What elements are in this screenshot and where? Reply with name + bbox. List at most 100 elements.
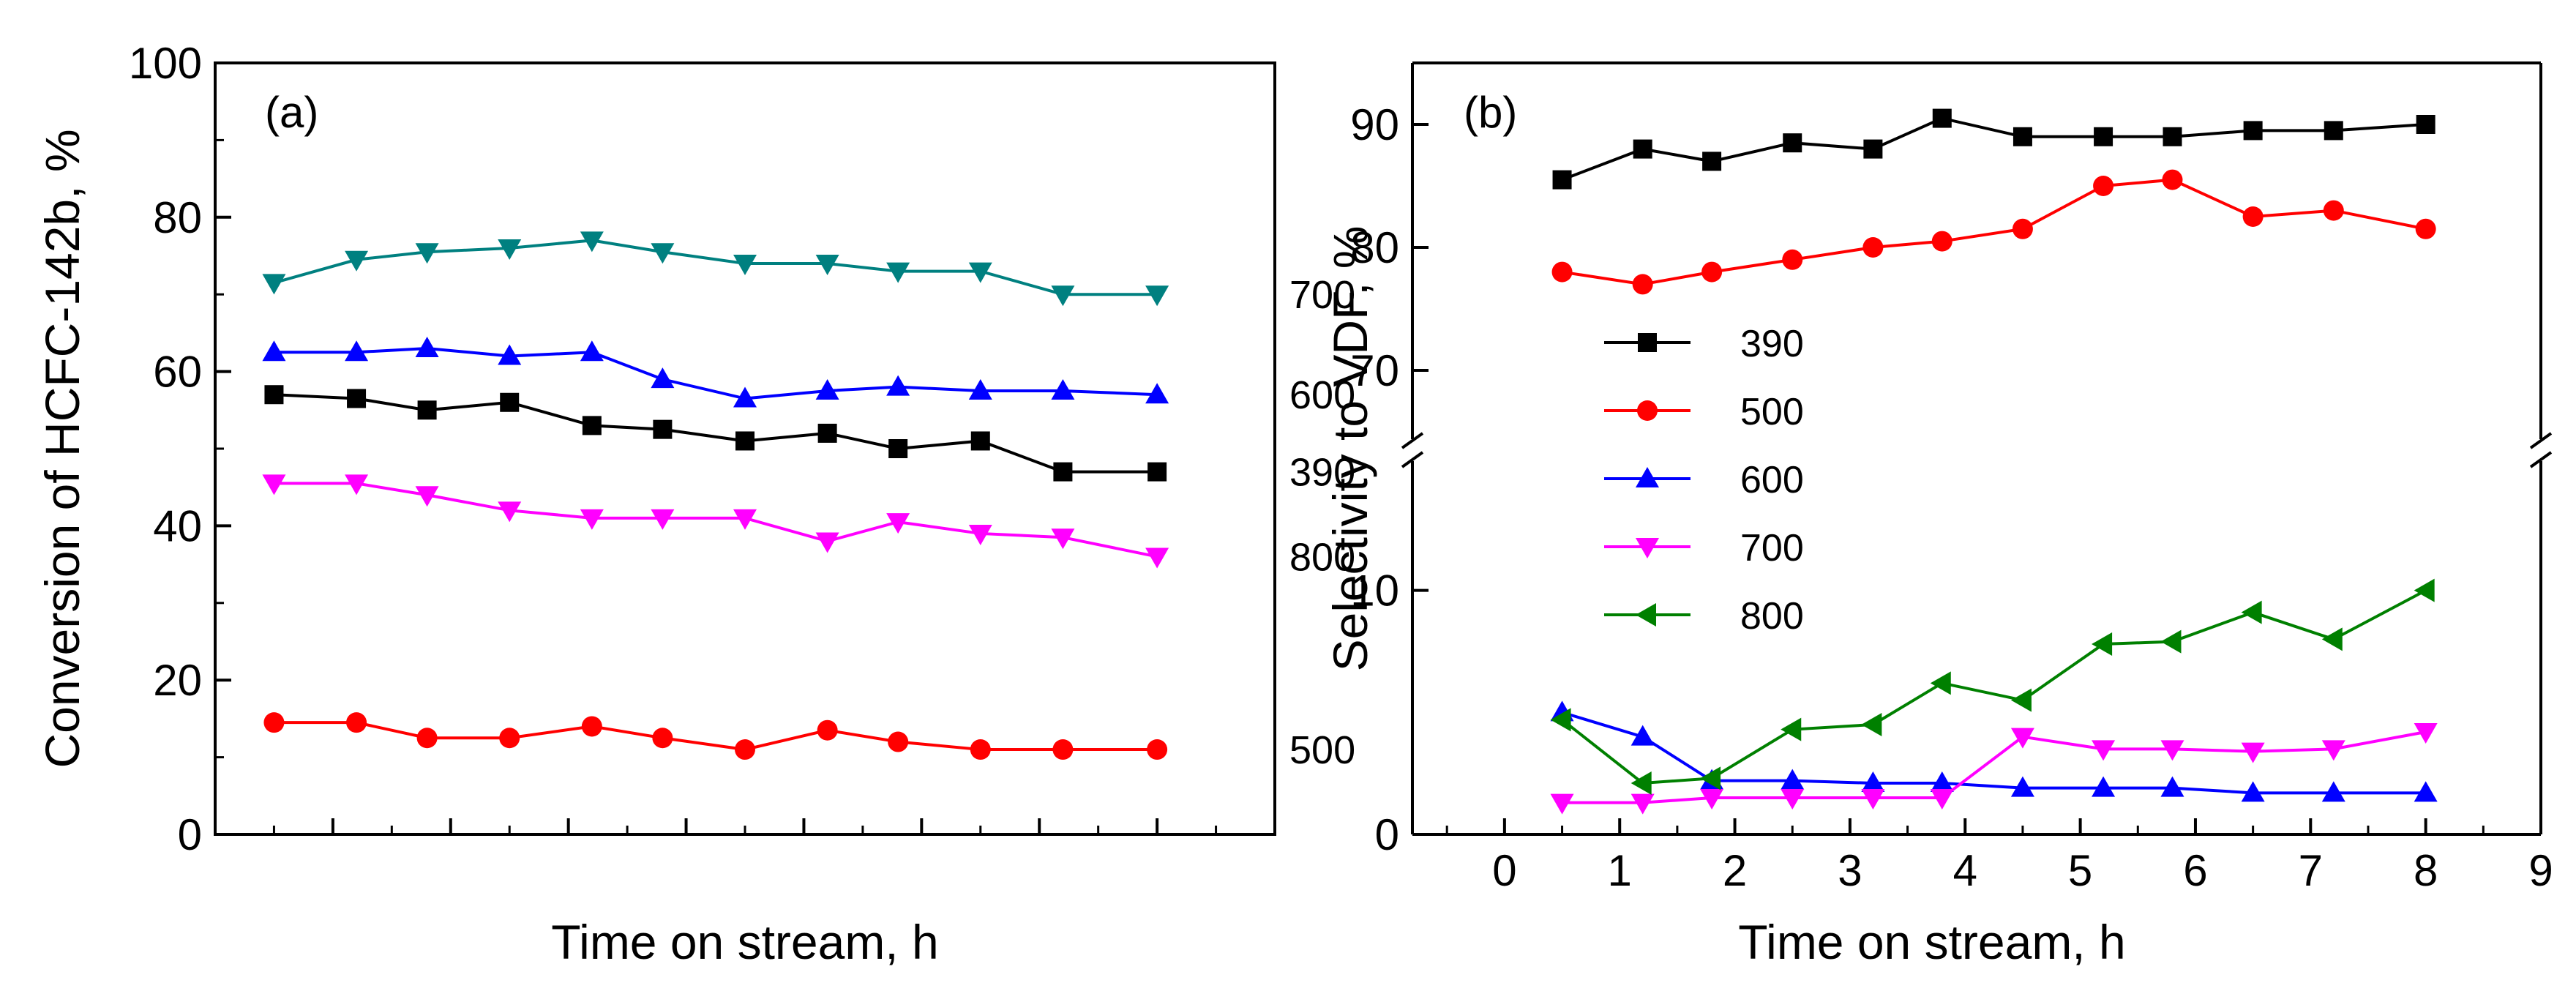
data-point-a-600 [415,336,439,357]
legend-b: 390 500 600 700 800 [1604,323,1804,638]
data-point-b-800 [2321,627,2343,651]
panel-a: 0 20 40 60 80 100 Time on stream, h Conversion … [35,39,1355,969]
data-point-a-600 [262,340,286,362]
legend-marker-700 [1636,538,1659,558]
series-line-a-390 [274,393,1158,474]
data-point-b-600 [2160,776,2184,797]
data-point-a-700 [1051,285,1075,307]
data-point-a-700 [733,255,757,276]
series-line-a-600 [274,346,1158,400]
x-tick-label-b: 6 [2183,846,2207,895]
series-line-a-500 [274,721,1158,752]
y-tick-label-b: 0 [1375,810,1399,859]
data-point-a-390 [347,389,367,408]
data-point-b-500 [2242,206,2264,227]
data-point-a-600 [968,378,992,400]
data-point-a-800 [498,501,522,523]
series-b-800 [1550,578,2435,795]
data-point-b-500 [1782,249,1803,270]
data-point-a-500 [652,728,673,749]
data-point-a-700 [580,231,604,253]
data-point-a-500 [735,739,755,760]
y-axis-title-a: Conversion of HCFC-142b, % [35,129,89,768]
series-a-500 [263,712,1168,760]
x-axis-title-a: Time on stream, h [551,915,938,969]
data-point-a-600 [733,386,757,408]
data-point-b-390 [2324,121,2343,141]
data-point-b-800 [2160,629,2182,654]
series-line-b-390 [1561,116,2426,182]
data-point-b-600 [1781,769,1805,790]
legend-label-390: 390 [1740,323,1804,365]
panel-label-a: (a) [265,88,318,137]
end-label-a-700: 700 [1289,273,1355,317]
series-line-a-700 [273,239,1158,296]
series-a-700 [262,231,1169,307]
y-tick-label-a: 40 [153,501,202,550]
data-point-a-800 [262,474,286,496]
data-point-b-500 [1862,237,1884,258]
data-point-b-390 [1783,133,1802,153]
data-point-a-390 [1147,462,1167,482]
data-point-b-390 [1863,139,1883,159]
y-tick-label-b: 80 [1350,223,1399,272]
data-point-b-500 [2162,169,2183,190]
data-point-a-390 [817,423,837,443]
data-point-b-600 [1930,771,1954,792]
data-point-a-500 [346,712,367,733]
series-b-500 [1551,169,2436,295]
axis-break-mark-b [1401,451,1424,468]
data-point-b-800 [2414,578,2435,602]
data-point-a-500 [970,739,991,760]
data-point-a-600 [886,375,910,396]
end-label-a-600: 600 [1289,373,1355,417]
legend-label-500: 500 [1740,391,1804,433]
data-point-b-700 [1550,793,1574,815]
data-point-b-390 [2243,121,2263,141]
data-point-a-700 [415,243,439,264]
data-point-b-390 [2094,127,2113,146]
data-point-a-500 [499,728,520,749]
data-point-b-700 [1630,793,1655,815]
data-point-b-800 [2092,632,2113,656]
y-tick-label-a: 100 [129,39,202,88]
data-point-a-390 [970,431,990,451]
data-point-b-390 [1552,170,1572,190]
y-tick-label-a: 80 [153,193,202,242]
x-axis-title-b: Time on stream, h [1738,915,2125,969]
legend-label-800: 800 [1740,595,1804,638]
data-point-a-390 [653,419,673,439]
data-point-a-390 [1053,462,1073,482]
data-point-a-800 [580,509,604,530]
series-b-390 [1552,108,2435,190]
data-point-b-700 [1930,789,1954,810]
data-point-b-500 [1632,274,1653,295]
data-point-a-700 [262,274,286,295]
series-a-800 [262,474,1169,569]
data-point-a-800 [968,524,992,545]
data-point-a-390 [417,400,437,420]
series-line-b-600 [1561,711,2426,795]
data-point-a-600 [498,344,522,365]
legend-label-600: 600 [1740,459,1804,501]
end-label-a-500: 500 [1289,728,1355,772]
data-point-a-600 [1051,378,1075,400]
data-point-a-800 [651,509,675,530]
x-tick-label-b: 5 [2068,846,2092,895]
y-tick-label-a: 20 [153,656,202,705]
data-point-b-700 [2160,740,2184,761]
data-point-b-800 [1700,766,1721,790]
axis-break-mark-b [2529,451,2553,468]
data-point-b-600 [1630,725,1655,746]
data-point-a-500 [581,716,602,737]
y-tick-label-b: 90 [1350,100,1399,149]
legend-marker-390 [1638,333,1657,352]
data-point-a-700 [345,250,369,272]
data-point-a-500 [263,712,285,733]
end-label-a-800: 800 [1289,536,1355,580]
panel-b: 0 1 2 3 4 5 6 7 8 9 70 80 90 0 10 Time on stream, h Sele… [1323,61,2553,969]
data-point-b-800 [1781,717,1802,741]
data-point-b-700 [1781,789,1805,810]
data-point-b-800 [1930,671,1951,695]
